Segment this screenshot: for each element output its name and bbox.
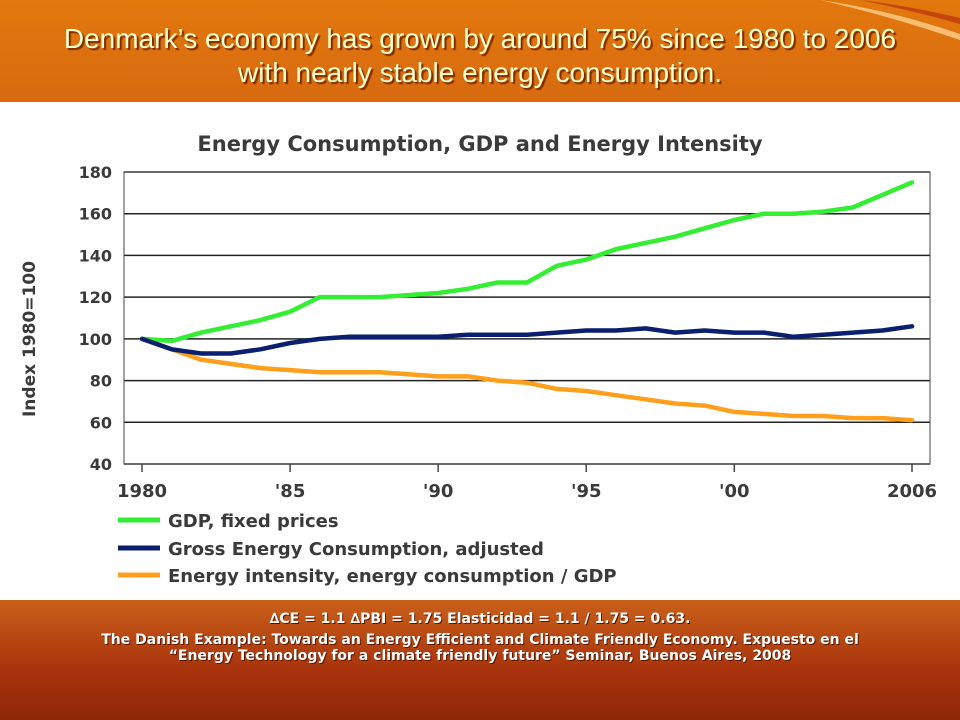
series-line bbox=[139, 180, 915, 344]
y-tick-label: 140 bbox=[79, 246, 112, 265]
series-line bbox=[139, 324, 915, 356]
y-tick-label: 80 bbox=[90, 372, 112, 391]
x-tick-label: '95 bbox=[571, 481, 602, 502]
y-tick-label: 60 bbox=[90, 413, 112, 432]
y-tick-label: 160 bbox=[79, 205, 112, 224]
legend-label: Energy intensity, energy consumption / G… bbox=[168, 566, 617, 587]
x-tick-label: 2006 bbox=[887, 481, 937, 502]
x-tick-label: '85 bbox=[275, 481, 306, 502]
elasticity-note: ∆CE = 1.1 ∆PBI = 1.75 Elasticidad = 1.1 … bbox=[269, 611, 691, 627]
chart-title: Energy Consumption, GDP and Energy Inten… bbox=[197, 132, 762, 156]
y-tick-label: 120 bbox=[79, 288, 112, 307]
source-citation: The Danish Example: Towards an Energy Ef… bbox=[101, 632, 859, 664]
legend-label: GDP, fixed prices bbox=[168, 511, 339, 532]
slide-title: Denmark’s economy has grown by around 75… bbox=[63, 23, 897, 88]
legend-label: Gross Energy Consumption, adjusted bbox=[168, 539, 544, 560]
y-axis-label: Index 1980=100 bbox=[20, 261, 40, 417]
y-tick-label: 40 bbox=[90, 455, 112, 474]
chart-panel: Energy Consumption, GDP and Energy Inten… bbox=[0, 102, 960, 600]
y-tick-label: 100 bbox=[79, 330, 112, 349]
footer-band bbox=[0, 600, 960, 720]
x-tick-label: '90 bbox=[423, 481, 454, 502]
title-banner bbox=[0, 0, 960, 102]
series-line bbox=[139, 336, 915, 423]
y-tick-label: 180 bbox=[79, 163, 112, 182]
plot-frame bbox=[123, 171, 931, 465]
x-tick-label: '00 bbox=[719, 481, 750, 502]
line-chart: Energy Consumption, GDP and Energy Inten… bbox=[20, 132, 937, 587]
x-tick-label: 1980 bbox=[117, 481, 167, 502]
